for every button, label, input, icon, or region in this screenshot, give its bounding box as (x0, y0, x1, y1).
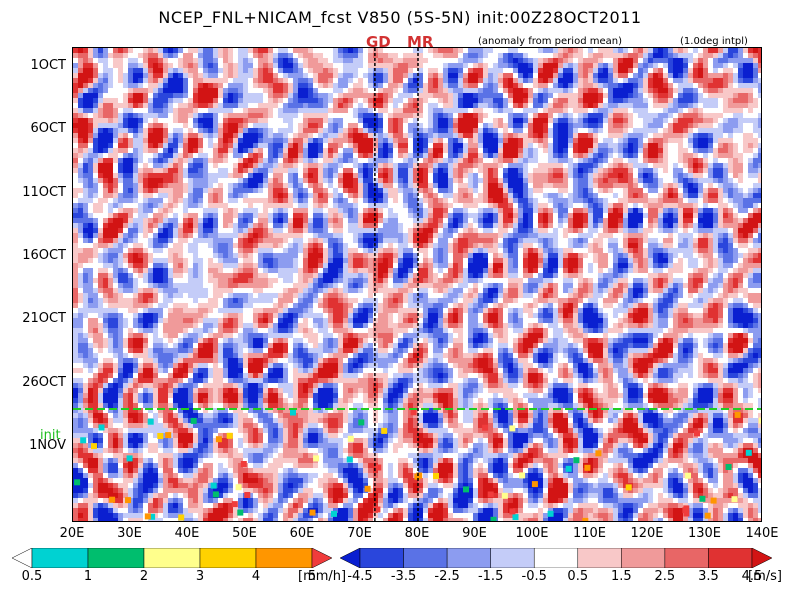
colorbar-tick-label: -2.5 (434, 569, 460, 584)
x-tick-label: 20E (59, 526, 85, 541)
chart-title: NCEP_FNL+NICAM_fcst V850 (5S-5N) init:00… (158, 8, 642, 27)
x-tick-label: 80E (404, 526, 430, 541)
y-tick-label: 11OCT (22, 184, 66, 200)
colorbar-swatch (359, 548, 404, 568)
rain-colorbar (12, 548, 332, 568)
colorbar-swatch (340, 548, 361, 568)
y-tick-label: 1NOV (29, 438, 66, 453)
x-tick-label: 100E (515, 526, 549, 541)
colorbar-tick-label: 4 (251, 569, 261, 584)
x-tick-label: 120E (630, 526, 664, 541)
colorbar-tick-label: 3 (195, 569, 205, 584)
colorbar-swatch (490, 548, 535, 568)
colorbar-tick-label: -4.5 (347, 569, 373, 584)
colorbar-swatch (199, 548, 257, 568)
colorbar-swatch (143, 548, 201, 568)
y-tick-label: 1OCT (30, 58, 66, 73)
colorbar-swatch (403, 548, 448, 568)
rain-unit-label: [mm/h] (298, 569, 347, 584)
colorbar-swatch (577, 548, 622, 568)
x-tick-label: 50E (232, 526, 257, 541)
colorbar-tick-label: -3.5 (390, 569, 417, 584)
y-tick-label: 16OCT (22, 248, 66, 263)
colorbar-tick-label: -1.5 (477, 569, 504, 584)
colorbar-tick-label: 2.5 (654, 569, 676, 584)
colorbar-swatch (621, 548, 666, 568)
colorbar-tick-label: -0.5 (521, 569, 547, 584)
x-tick-label: 70E (347, 526, 372, 541)
colorbar-tick-label: 0.5 (567, 569, 589, 584)
colorbar-swatch (255, 548, 313, 568)
anomaly-note: (anomaly from period mean) (478, 36, 622, 47)
colorbar-swatch (751, 548, 772, 568)
colorbar-swatch (311, 548, 332, 568)
init-line-label: init (40, 428, 61, 443)
colorbar-swatch (533, 548, 579, 568)
x-tick-label: 40E (174, 526, 200, 541)
x-tick-label: 90E (462, 526, 487, 541)
y-tick-label: 6OCT (30, 121, 66, 137)
interpolation-note: (1.0deg intpl) (680, 36, 748, 47)
colorbar-swatch (31, 548, 89, 568)
colorbar-tick-label: 1 (83, 569, 93, 584)
colorbar-swatch (87, 548, 145, 568)
y-tick-label: 21OCT (22, 311, 66, 327)
y-tick-label: 26OCT (22, 374, 66, 390)
x-tick-label: 140E (745, 526, 779, 541)
colorbar-swatch (708, 548, 753, 568)
wind-unit-label: [m/s] (748, 569, 782, 584)
x-tick-label: 60E (289, 526, 315, 541)
colorbar-tick-label: 0.5 (21, 569, 43, 584)
colorbar-tick-label: 2 (139, 569, 149, 584)
marker-label-gd: GD (366, 33, 391, 51)
colorbar-swatch (12, 548, 33, 568)
marker-label-mr: MR (407, 33, 434, 51)
x-tick-label: 30E (117, 526, 142, 541)
colorbar-tick-label: 1.5 (610, 569, 632, 584)
colorbar-tick-label: 3.5 (698, 569, 719, 584)
x-tick-label: 130E (687, 526, 722, 541)
colorbar-tick-label: 5 (307, 569, 317, 584)
wind-colorbar (340, 548, 772, 568)
colorbar-tick-label: 4.5 (741, 569, 763, 584)
colorbar-swatch (446, 548, 491, 568)
hovmoller-plot (72, 47, 762, 522)
x-tick-label: 110E (572, 526, 607, 541)
colorbar-swatch (664, 548, 709, 568)
